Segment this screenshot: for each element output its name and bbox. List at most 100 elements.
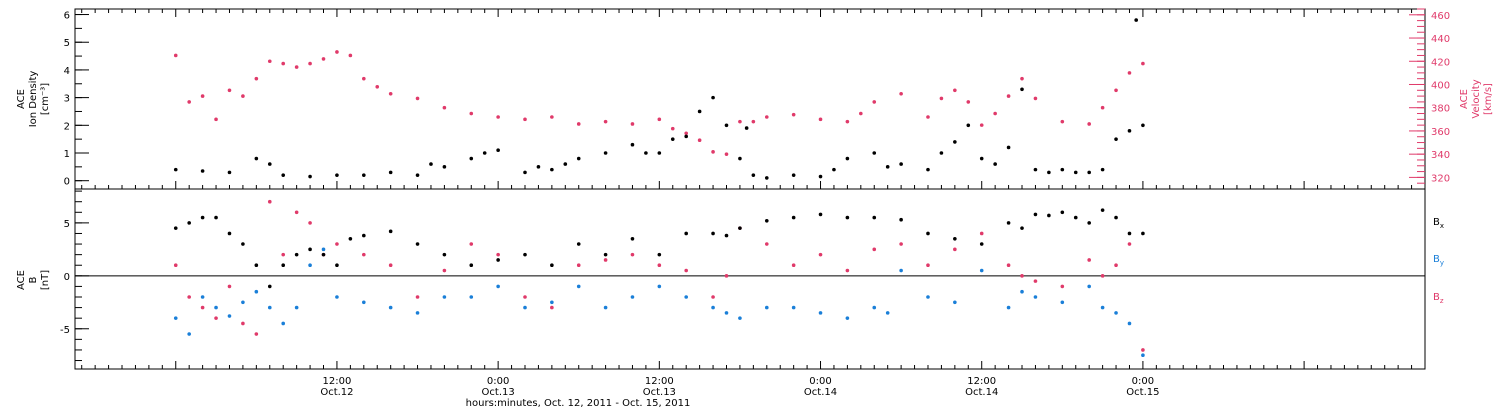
legend-bz-sub: z	[1440, 297, 1444, 305]
bottom-by-point	[496, 284, 500, 289]
bottom-bx-point	[523, 252, 527, 257]
bottom-tick-marks	[75, 190, 1413, 369]
top-density-point	[744, 126, 749, 130]
top-y-tick-label: 2	[64, 121, 70, 132]
bottom-bx-point	[1141, 231, 1145, 236]
bottom-bx-point	[254, 263, 259, 268]
bottom-bz-point	[926, 263, 930, 268]
bottom-by-point	[872, 305, 877, 310]
bottom-bx-point	[335, 263, 339, 268]
x-tick-time: 0:00	[1132, 376, 1154, 387]
top-y2-tick-label: 320	[1431, 173, 1450, 184]
top-velocity-point	[200, 94, 205, 98]
top-density-point	[254, 156, 259, 161]
bottom-by-point	[576, 284, 581, 289]
bottom-bz-point	[254, 332, 259, 336]
x-tick-time: 12:00	[645, 376, 674, 387]
top-velocity-point	[603, 119, 608, 124]
top-y2label-line2: Velocity	[1471, 79, 1482, 118]
top-density-point	[630, 142, 635, 147]
bottom-by-point	[214, 305, 218, 310]
top-velocity-point	[724, 152, 729, 156]
bottom-by-point	[1127, 321, 1132, 326]
bottom-bx-point	[321, 252, 326, 257]
top-velocity-point	[1114, 88, 1118, 93]
bottom-by-point	[1100, 305, 1105, 310]
top-density-point	[496, 148, 500, 153]
top-density-point	[308, 174, 312, 179]
top-velocity-point	[1100, 105, 1105, 110]
bottom-by-point	[724, 311, 729, 315]
top-velocity-point	[1141, 61, 1145, 66]
top-density-point	[953, 140, 957, 144]
bottom-bz-point	[818, 252, 823, 257]
top-density-point	[885, 165, 890, 169]
top-y2-tick-label: 420	[1431, 57, 1450, 68]
bottom-by-point	[845, 316, 850, 320]
bottom-bz-point	[791, 263, 796, 268]
bottom-by-point	[469, 295, 474, 299]
bottom-bx-point	[1006, 221, 1011, 225]
top-density-point	[1060, 167, 1065, 172]
bottom-bx-point	[227, 231, 232, 236]
bottom-bz-point	[899, 242, 903, 246]
bottom-bx-point	[1127, 231, 1132, 236]
top-velocity-point	[375, 85, 380, 89]
top-density-point	[697, 109, 702, 114]
top-density-point	[281, 173, 286, 177]
top-density-point	[200, 169, 205, 173]
bottom-by-point	[267, 305, 272, 310]
top-velocity-point	[899, 91, 903, 96]
bottom-by-point	[187, 332, 191, 336]
bottom-bx-point	[550, 263, 554, 268]
bottom-bx-point	[1033, 212, 1038, 217]
bottom-by-point	[294, 305, 299, 310]
bottom-bz-point	[711, 295, 715, 299]
top-velocity-point	[214, 117, 218, 122]
top-velocity-point	[550, 115, 554, 119]
bottom-bz-point	[241, 321, 245, 326]
top-density-point	[1020, 87, 1024, 92]
bottom-bz-point	[1127, 242, 1132, 246]
top-density-point	[442, 165, 447, 169]
bottom-bz-point	[1141, 348, 1145, 352]
top-density-point	[415, 173, 420, 177]
bottom-bz-point	[953, 247, 957, 252]
x-tick-time: 0:00	[487, 376, 509, 387]
x-tick-time: 12:00	[323, 376, 352, 387]
top-velocity-point	[281, 61, 286, 66]
bottom-by-point	[281, 321, 286, 326]
top-density-point	[563, 162, 568, 166]
bottom-bz-point	[1006, 263, 1011, 268]
bottom-bz-point	[267, 199, 272, 204]
bottom-bz-point	[684, 268, 688, 273]
top-y2label-line1: ACE	[1459, 89, 1470, 109]
top-velocity-point	[267, 59, 272, 64]
bottom-bz-point	[724, 274, 729, 278]
top-ylabel-line2: Ion Density	[28, 71, 39, 128]
top-density-point	[966, 123, 971, 128]
top-density-point	[644, 151, 648, 155]
bottom-by-point	[308, 263, 312, 268]
top-velocity-point	[939, 96, 944, 101]
top-density-point	[1047, 170, 1051, 175]
top-density-point	[388, 170, 393, 175]
bottom-by-point	[1087, 284, 1091, 289]
bottom-by-point	[926, 295, 930, 299]
bottom-by-point	[1060, 300, 1065, 305]
top-y-tick-labels: 0 1 2 3 4 5 6	[64, 11, 70, 188]
legend-by: By	[1433, 254, 1444, 267]
bottom-bx-point	[187, 221, 191, 225]
x-tick-date: Oct.12	[320, 387, 353, 398]
top-velocity-point	[1087, 122, 1091, 126]
bottom-by-point	[791, 305, 796, 310]
bottom-bx-point	[241, 242, 245, 246]
bottom-bx-point	[214, 215, 218, 220]
bottom-y-tick-label: 0	[64, 272, 70, 283]
bottom-by-point	[657, 284, 662, 289]
x-tick-date: Oct.14	[965, 387, 998, 398]
top-density-point	[482, 151, 487, 155]
bottom-ylabel-line2: B	[28, 276, 39, 283]
bottom-by-point	[684, 295, 688, 299]
top-velocity-point	[845, 119, 850, 124]
